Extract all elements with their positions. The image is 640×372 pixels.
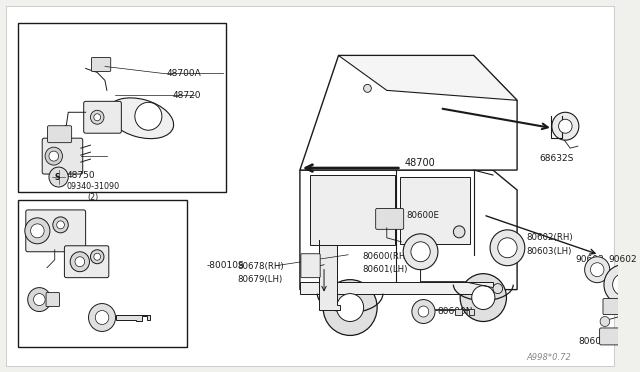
Circle shape — [460, 274, 506, 321]
Polygon shape — [339, 55, 517, 100]
Circle shape — [364, 84, 371, 92]
Circle shape — [53, 217, 68, 233]
Polygon shape — [435, 308, 474, 314]
Ellipse shape — [135, 102, 162, 130]
Circle shape — [33, 294, 45, 305]
Text: 80603(LH): 80603(LH) — [527, 247, 572, 256]
FancyBboxPatch shape — [301, 254, 320, 278]
Circle shape — [95, 311, 109, 324]
Circle shape — [45, 147, 63, 165]
Text: 48720: 48720 — [173, 91, 201, 100]
Circle shape — [403, 234, 438, 270]
Text: -80010S: -80010S — [206, 261, 244, 270]
Ellipse shape — [108, 98, 173, 139]
Bar — [18, 23, 225, 192]
Circle shape — [88, 304, 116, 331]
Text: 80600(RH): 80600(RH) — [363, 252, 409, 261]
Circle shape — [412, 299, 435, 324]
Text: 48700: 48700 — [404, 158, 435, 168]
Circle shape — [472, 286, 495, 310]
Circle shape — [28, 288, 51, 311]
Circle shape — [411, 242, 430, 262]
Text: 80600E: 80600E — [578, 337, 612, 346]
Circle shape — [490, 230, 525, 266]
Circle shape — [498, 238, 517, 258]
FancyBboxPatch shape — [46, 293, 60, 307]
FancyBboxPatch shape — [376, 208, 404, 229]
FancyBboxPatch shape — [42, 138, 83, 174]
Text: (2): (2) — [88, 193, 99, 202]
Polygon shape — [300, 170, 517, 290]
FancyBboxPatch shape — [603, 299, 624, 314]
Circle shape — [25, 218, 50, 244]
Circle shape — [600, 317, 610, 327]
Circle shape — [418, 306, 429, 317]
Circle shape — [49, 167, 68, 187]
Text: 80678(RH): 80678(RH) — [237, 262, 284, 271]
Circle shape — [94, 114, 100, 121]
Circle shape — [453, 226, 465, 238]
FancyBboxPatch shape — [26, 210, 86, 252]
Bar — [300, 282, 493, 294]
Text: 80602(RH): 80602(RH) — [527, 233, 573, 242]
Circle shape — [57, 221, 65, 229]
Circle shape — [612, 274, 634, 296]
Text: 80600N: 80600N — [437, 307, 472, 316]
Circle shape — [559, 119, 572, 133]
Polygon shape — [116, 314, 150, 321]
FancyBboxPatch shape — [65, 246, 109, 278]
Circle shape — [94, 253, 100, 260]
Circle shape — [591, 263, 604, 277]
Polygon shape — [319, 240, 340, 310]
FancyBboxPatch shape — [600, 328, 632, 345]
FancyBboxPatch shape — [400, 177, 470, 244]
Text: 80601(LH): 80601(LH) — [363, 265, 408, 274]
Circle shape — [49, 151, 59, 161]
Text: 48750: 48750 — [67, 170, 95, 180]
Circle shape — [90, 250, 104, 264]
Circle shape — [75, 257, 84, 267]
Circle shape — [604, 265, 640, 305]
Circle shape — [323, 280, 377, 336]
Circle shape — [70, 252, 90, 272]
Text: 68632S: 68632S — [540, 154, 573, 163]
Polygon shape — [300, 55, 517, 170]
Text: S: S — [55, 173, 60, 182]
Text: A998*0.72: A998*0.72 — [527, 353, 572, 362]
Text: 90602: 90602 — [609, 255, 637, 264]
Circle shape — [31, 224, 44, 238]
Circle shape — [585, 257, 610, 283]
Bar — [18, 200, 187, 347]
Text: 80679(LH): 80679(LH) — [237, 275, 282, 284]
Circle shape — [552, 112, 579, 140]
Circle shape — [90, 110, 104, 124]
Circle shape — [337, 294, 364, 321]
FancyBboxPatch shape — [47, 126, 72, 143]
Text: 80600E: 80600E — [406, 211, 439, 220]
Circle shape — [493, 283, 502, 294]
FancyBboxPatch shape — [92, 58, 111, 71]
Text: 90603: 90603 — [575, 255, 604, 264]
Text: 09340-31090: 09340-31090 — [67, 183, 120, 192]
FancyBboxPatch shape — [84, 101, 122, 133]
Bar — [310, 175, 394, 245]
Text: 48700A: 48700A — [166, 69, 202, 78]
